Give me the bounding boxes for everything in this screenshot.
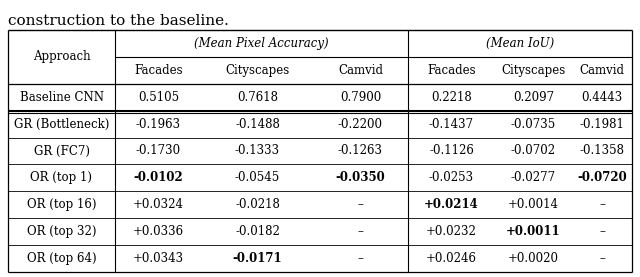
Text: –: – (599, 225, 605, 238)
Text: –: – (358, 225, 364, 238)
Text: -0.0218: -0.0218 (235, 198, 280, 211)
Text: Baseline CNN: Baseline CNN (19, 91, 104, 104)
Text: -0.1333: -0.1333 (235, 145, 280, 158)
Text: +0.0246: +0.0246 (426, 252, 477, 265)
Text: –: – (599, 198, 605, 211)
Text: (Mean Pixel Accuracy): (Mean Pixel Accuracy) (194, 37, 329, 50)
Text: -0.0720: -0.0720 (577, 171, 627, 184)
Text: –: – (599, 252, 605, 265)
Text: -0.0253: -0.0253 (429, 171, 474, 184)
Text: -0.1730: -0.1730 (136, 145, 181, 158)
Text: Cityscapes: Cityscapes (501, 64, 566, 77)
Text: +0.0014: +0.0014 (508, 198, 559, 211)
Text: +0.0020: +0.0020 (508, 252, 559, 265)
Text: Facades: Facades (427, 64, 476, 77)
Text: -0.0545: -0.0545 (235, 171, 280, 184)
Text: -0.1963: -0.1963 (136, 118, 181, 131)
Text: -0.2200: -0.2200 (338, 118, 383, 131)
Text: -0.0102: -0.0102 (134, 171, 184, 184)
Text: -0.0350: -0.0350 (335, 171, 385, 184)
Text: +0.0324: +0.0324 (133, 198, 184, 211)
Text: GR (Bottleneck): GR (Bottleneck) (14, 118, 109, 131)
Text: GR (FC7): GR (FC7) (33, 145, 90, 158)
Text: -0.1437: -0.1437 (429, 118, 474, 131)
Text: Camvid: Camvid (579, 64, 625, 77)
Text: -0.1488: -0.1488 (235, 118, 280, 131)
Text: Camvid: Camvid (338, 64, 383, 77)
Text: -0.0702: -0.0702 (511, 145, 556, 158)
Text: OR (top 32): OR (top 32) (27, 225, 96, 238)
Text: 0.4443: 0.4443 (581, 91, 623, 104)
Text: 0.7900: 0.7900 (340, 91, 381, 104)
Text: +0.0343: +0.0343 (133, 252, 184, 265)
Text: +0.0214: +0.0214 (424, 198, 479, 211)
Text: construction to the baseline.: construction to the baseline. (8, 14, 229, 28)
Text: -0.0171: -0.0171 (233, 252, 282, 265)
Text: OR (top 16): OR (top 16) (27, 198, 96, 211)
Text: –: – (358, 198, 364, 211)
Text: +0.0232: +0.0232 (426, 225, 477, 238)
Text: -0.0182: -0.0182 (235, 225, 280, 238)
Text: –: – (358, 252, 364, 265)
Text: 0.2218: 0.2218 (431, 91, 472, 104)
Text: +0.0336: +0.0336 (133, 225, 184, 238)
Text: -0.1126: -0.1126 (429, 145, 474, 158)
Text: (Mean IoU): (Mean IoU) (486, 37, 554, 50)
Text: -0.1981: -0.1981 (580, 118, 625, 131)
Text: OR (top 1): OR (top 1) (31, 171, 93, 184)
Text: +0.0011: +0.0011 (506, 225, 561, 238)
Text: -0.1358: -0.1358 (579, 145, 625, 158)
Text: -0.1263: -0.1263 (338, 145, 383, 158)
Text: Facades: Facades (134, 64, 183, 77)
Text: Cityscapes: Cityscapes (225, 64, 290, 77)
Text: 0.5105: 0.5105 (138, 91, 179, 104)
Text: -0.0735: -0.0735 (511, 118, 556, 131)
Text: Approach: Approach (33, 50, 90, 63)
Text: OR (top 64): OR (top 64) (27, 252, 96, 265)
Text: 0.2097: 0.2097 (513, 91, 554, 104)
Text: -0.0277: -0.0277 (511, 171, 556, 184)
Text: 0.7618: 0.7618 (237, 91, 278, 104)
